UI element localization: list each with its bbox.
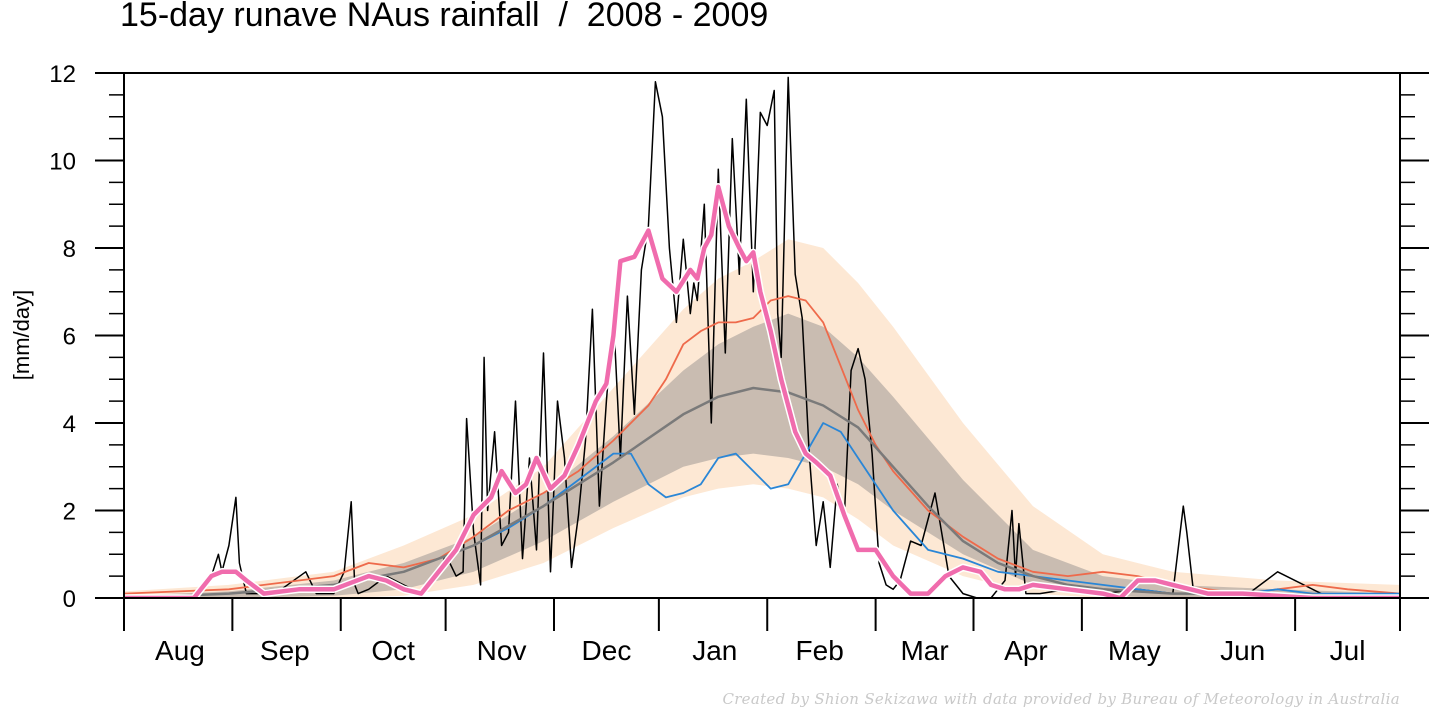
x-tick-label: Sep — [260, 635, 310, 666]
x-tick-label: Jan — [692, 635, 737, 666]
x-tick-label: Apr — [1004, 635, 1048, 666]
y-tick-label: 0 — [63, 586, 76, 613]
y-tick-label: 10 — [49, 149, 76, 176]
y-tick-label: 8 — [63, 236, 76, 263]
x-tick-label: Aug — [155, 635, 205, 666]
y-tick-label: 4 — [63, 411, 76, 438]
x-tick-label: Feb — [796, 635, 844, 666]
y-tick-label: 6 — [63, 324, 76, 351]
chart-title: 15-day runave NAus rainfall / 2008 - 200… — [120, 0, 769, 34]
y-tick-label: 2 — [63, 499, 76, 526]
y-tick-label: 12 — [49, 61, 76, 88]
runave-rainfall-line — [124, 184, 1400, 598]
x-tick-label: Jul — [1330, 635, 1366, 666]
x-tick-label: Nov — [477, 635, 527, 666]
x-tick-label: Dec — [582, 635, 632, 666]
x-tick-label: Mar — [900, 635, 948, 666]
inner-spread-band — [124, 313, 1400, 598]
credit-note: Created by Shion Sekizawa with data prov… — [722, 690, 1400, 708]
x-tick-label: Oct — [371, 635, 415, 666]
x-tick-label: May — [1108, 635, 1161, 666]
x-tick-label: Jun — [1220, 635, 1265, 666]
